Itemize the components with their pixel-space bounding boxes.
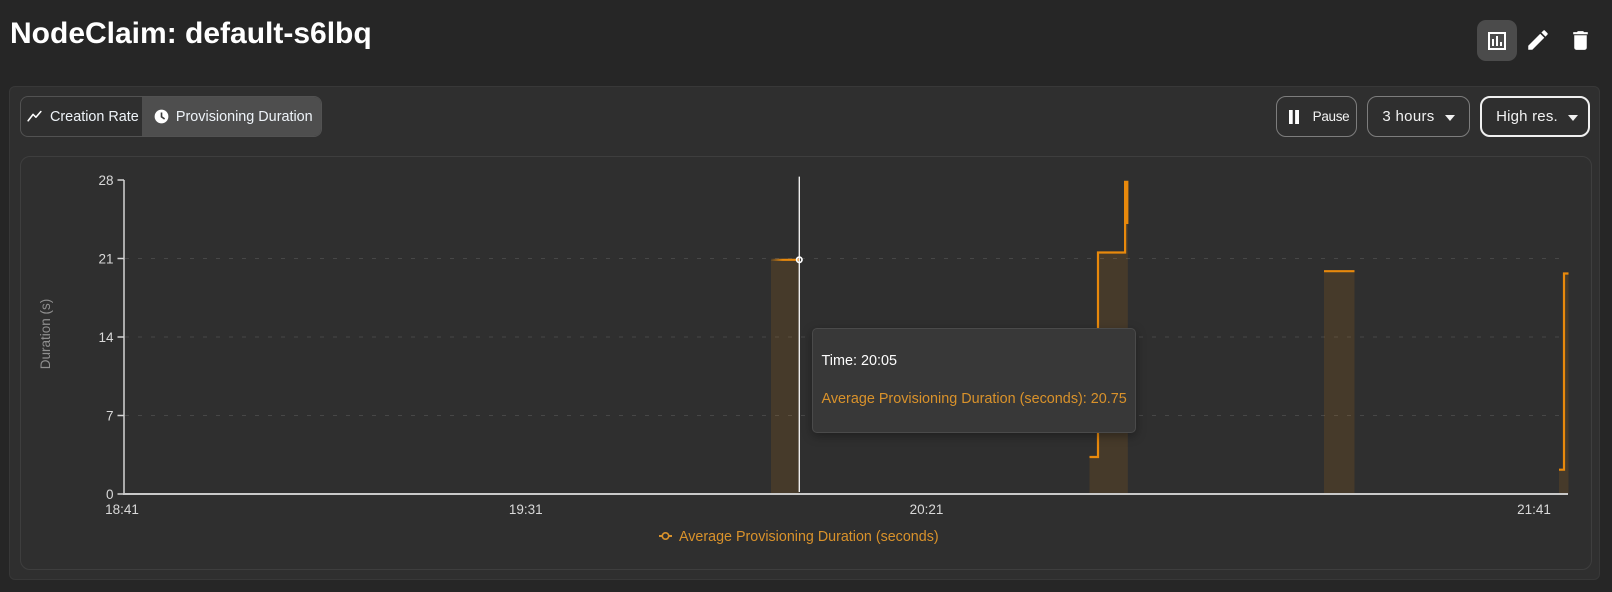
svg-text:19:31: 19:31 [509, 502, 543, 517]
svg-text:21: 21 [98, 252, 113, 267]
svg-text:21:41: 21:41 [1517, 502, 1551, 517]
svg-text:Duration (s): Duration (s) [38, 299, 53, 370]
svg-text:7: 7 [106, 409, 114, 424]
svg-text:28: 28 [98, 173, 113, 188]
svg-text:0: 0 [106, 487, 114, 502]
svg-text:Average Provisioning Duration: Average Provisioning Duration (seconds) [679, 529, 939, 545]
svg-text:18:41: 18:41 [105, 502, 139, 517]
svg-text:14: 14 [98, 330, 114, 345]
svg-text:20:21: 20:21 [910, 502, 944, 517]
